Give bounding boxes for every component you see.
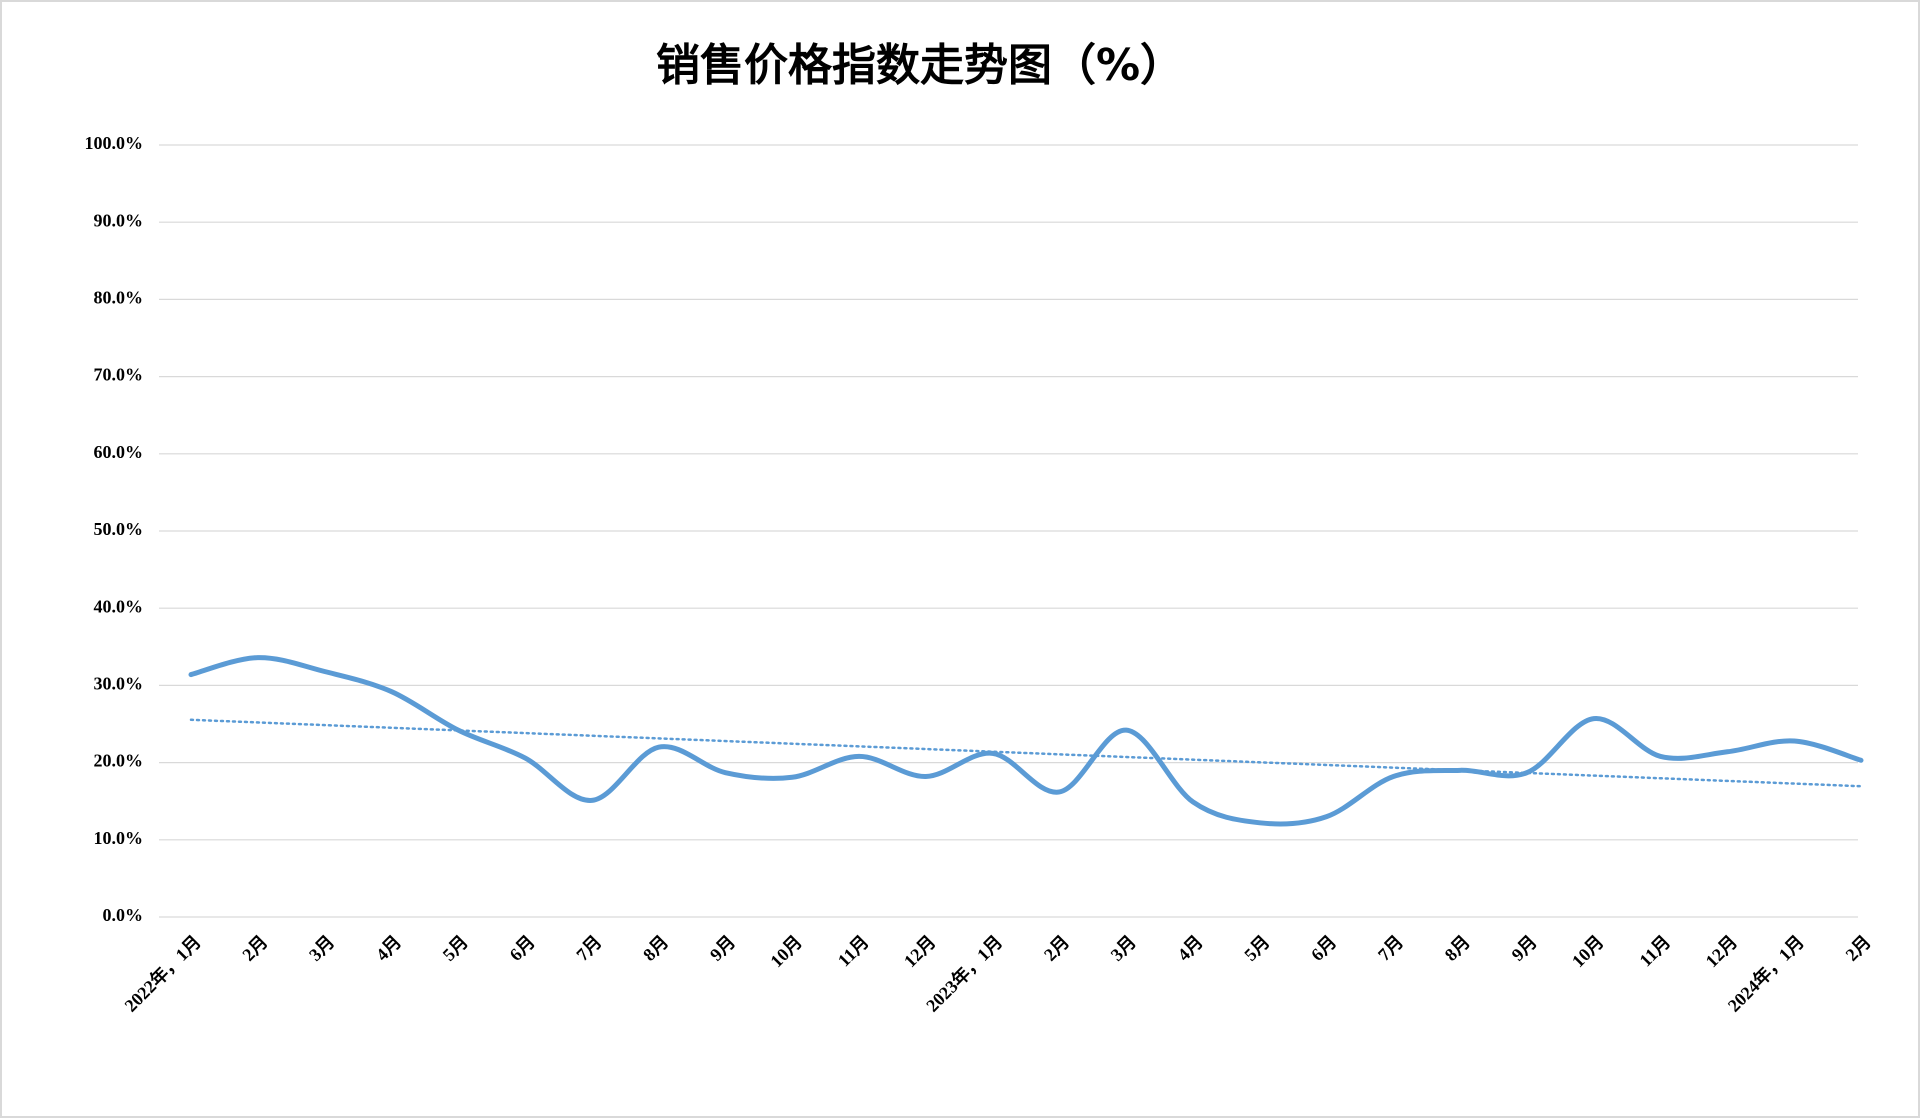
trendline (189, 718, 1863, 788)
y-tick-label: 100.0% (85, 133, 144, 153)
chart-title: 销售价格指数走势图（%） (656, 40, 1184, 91)
y-tick-label: 20.0% (94, 751, 144, 771)
y-tick-label: 50.0% (94, 519, 144, 539)
y-tick-label: 60.0% (94, 442, 144, 462)
y-tick-label: 0.0% (103, 905, 144, 925)
y-tick-label: 40.0% (94, 596, 144, 616)
y-tick-label: 90.0% (94, 210, 144, 230)
series-line (188, 655, 1864, 827)
y-tick-label: 80.0% (94, 288, 144, 308)
y-tick-label: 70.0% (94, 365, 144, 385)
y-tick-label: 30.0% (94, 674, 144, 694)
y-tick-label: 10.0% (94, 828, 144, 848)
